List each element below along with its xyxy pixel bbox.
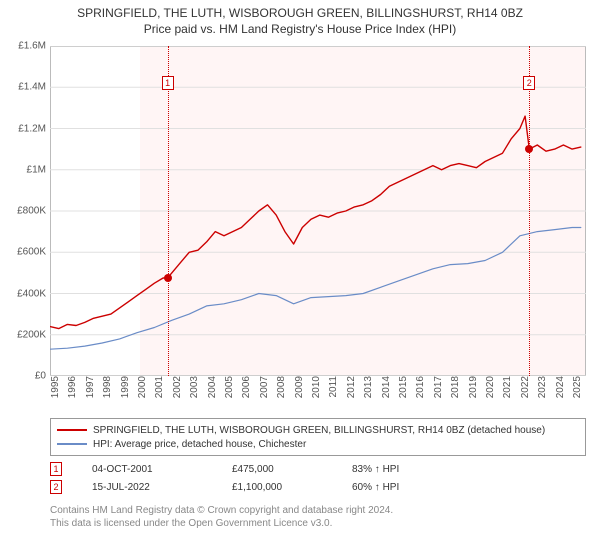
chart-title-sub: Price paid vs. HM Land Registry's House … [0, 22, 600, 36]
x-axis-tick-label: 2008 [272, 376, 287, 398]
sale-date: 04-OCT-2001 [92, 464, 202, 475]
y-axis-tick-label: £600K [17, 247, 50, 258]
sale-price: £1,100,000 [232, 482, 322, 493]
chart-title-main: SPRINGFIELD, THE LUTH, WISBOROUGH GREEN,… [0, 6, 600, 20]
x-axis-tick-label: 1998 [98, 376, 113, 398]
x-axis-tick-label: 2004 [203, 376, 218, 398]
chart-series-hpi [50, 228, 581, 350]
sale-marker-dot [164, 274, 172, 282]
x-axis-tick-label: 2009 [290, 376, 305, 398]
legend: SPRINGFIELD, THE LUTH, WISBOROUGH GREEN,… [50, 418, 586, 456]
x-axis-tick-label: 2007 [255, 376, 270, 398]
sale-marker-icon: 1 [50, 462, 62, 476]
x-axis-tick-label: 1997 [81, 376, 96, 398]
x-axis-tick-label: 2024 [551, 376, 566, 398]
x-axis-tick-label: 2015 [394, 376, 409, 398]
x-axis-tick-label: 2010 [307, 376, 322, 398]
x-axis-tick-label: 2013 [359, 376, 374, 398]
x-axis-tick-label: 2006 [237, 376, 252, 398]
x-axis-tick-label: 2001 [150, 376, 165, 398]
x-axis-tick-label: 2025 [568, 376, 583, 398]
x-axis-tick-label: 1999 [116, 376, 131, 398]
sale-date: 15-JUL-2022 [92, 482, 202, 493]
x-axis-tick-label: 1996 [63, 376, 78, 398]
x-axis-tick-label: 2016 [411, 376, 426, 398]
x-axis-tick-label: 2000 [133, 376, 148, 398]
table-row: 1 04-OCT-2001 £475,000 83% ↑ HPI [50, 460, 586, 478]
page: SPRINGFIELD, THE LUTH, WISBOROUGH GREEN,… [0, 0, 600, 560]
footnote-line: This data is licensed under the Open Gov… [50, 517, 586, 530]
chart-plot-area: £0£200K£400K£600K£800K£1M£1.2M£1.4M£1.6M… [50, 46, 586, 376]
chart-svg [50, 46, 586, 376]
sale-pct: 60% ↑ HPI [352, 482, 399, 493]
chart-series-property [50, 116, 581, 329]
footnote: Contains HM Land Registry data © Crown c… [50, 504, 586, 530]
y-axis-tick-label: £200K [17, 329, 50, 340]
sale-marker-line [529, 46, 530, 376]
x-axis-tick-label: 2017 [429, 376, 444, 398]
x-axis-tick-label: 2012 [342, 376, 357, 398]
sale-marker-line [168, 46, 169, 376]
sale-marker-flag: 2 [523, 76, 535, 90]
sale-marker-flag: 1 [162, 76, 174, 90]
legend-swatch [57, 429, 87, 431]
x-axis-tick-label: 2020 [481, 376, 496, 398]
y-axis-tick-label: £400K [17, 288, 50, 299]
x-axis-tick-label: 2018 [446, 376, 461, 398]
table-row: 2 15-JUL-2022 £1,100,000 60% ↑ HPI [50, 478, 586, 496]
sales-table: 1 04-OCT-2001 £475,000 83% ↑ HPI 2 15-JU… [50, 460, 586, 496]
legend-swatch [57, 443, 87, 445]
sale-pct: 83% ↑ HPI [352, 464, 399, 475]
x-axis-tick-label: 2011 [324, 376, 339, 398]
y-axis-tick-label: £1.2M [18, 123, 50, 134]
x-axis-tick-label: 1995 [46, 376, 61, 398]
x-axis-tick-label: 2014 [377, 376, 392, 398]
y-axis-tick-label: £1.6M [18, 41, 50, 52]
x-axis-tick-label: 2021 [498, 376, 513, 398]
chart-titles: SPRINGFIELD, THE LUTH, WISBOROUGH GREEN,… [0, 0, 600, 36]
y-axis-tick-label: £1M [27, 164, 50, 175]
x-axis-tick-label: 2003 [185, 376, 200, 398]
x-axis-tick-label: 2002 [168, 376, 183, 398]
legend-label: HPI: Average price, detached house, Chic… [93, 439, 306, 450]
x-axis-tick-label: 2022 [516, 376, 531, 398]
sale-marker-icon: 2 [50, 480, 62, 494]
y-axis-tick-label: £1.4M [18, 82, 50, 93]
legend-label: SPRINGFIELD, THE LUTH, WISBOROUGH GREEN,… [93, 425, 545, 436]
x-axis-tick-label: 2023 [533, 376, 548, 398]
sale-price: £475,000 [232, 464, 322, 475]
legend-item: SPRINGFIELD, THE LUTH, WISBOROUGH GREEN,… [57, 423, 579, 437]
x-axis-tick-label: 2019 [464, 376, 479, 398]
x-axis-tick-label: 2005 [220, 376, 235, 398]
footnote-line: Contains HM Land Registry data © Crown c… [50, 504, 586, 517]
y-axis-tick-label: £800K [17, 206, 50, 217]
legend-item: HPI: Average price, detached house, Chic… [57, 437, 579, 451]
sale-marker-dot [525, 145, 533, 153]
